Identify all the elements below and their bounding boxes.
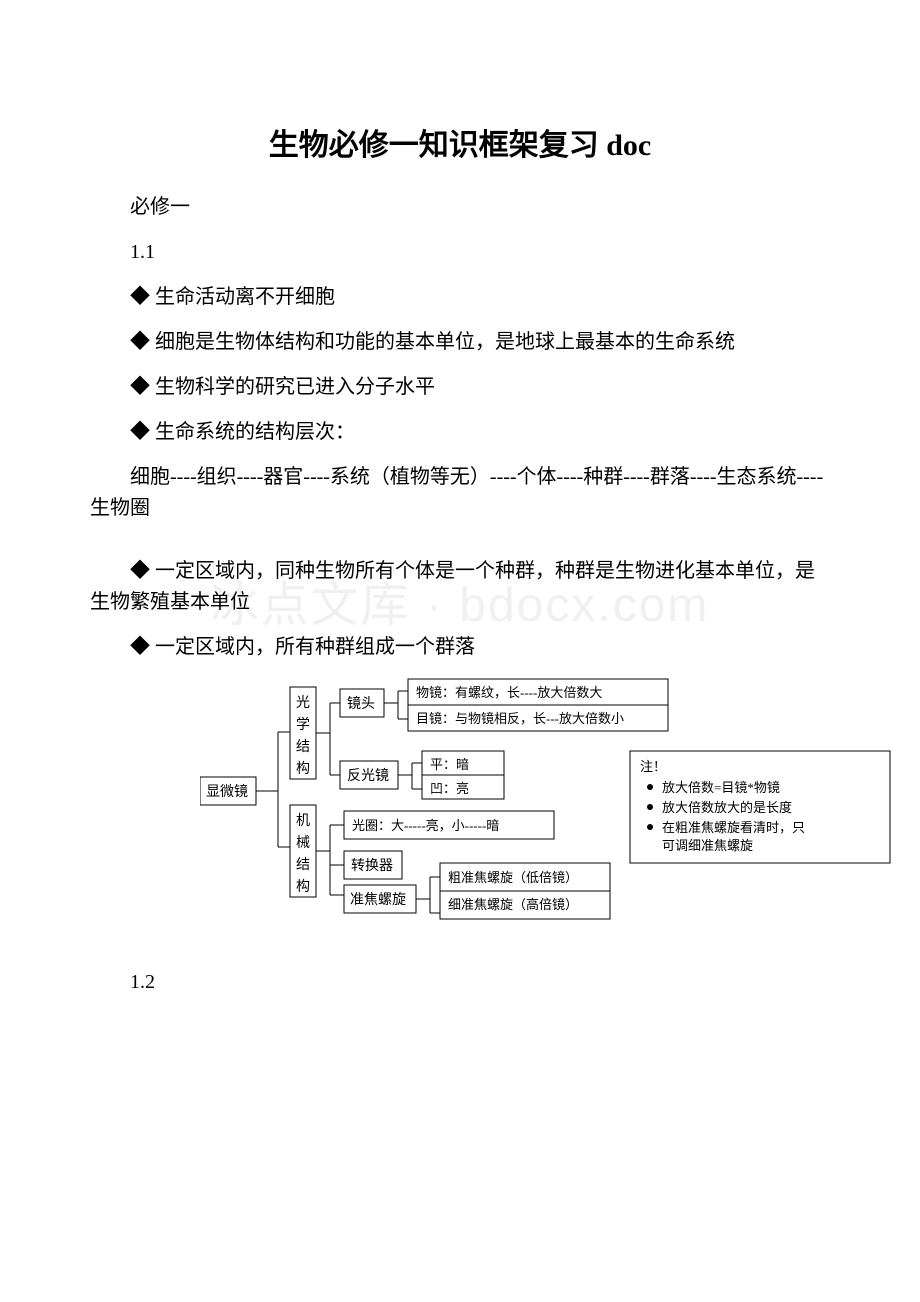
diagram-fine: 细准焦螺旋（高倍镜）: [448, 897, 578, 912]
diagram-lens-head: 镜头: [347, 696, 375, 712]
microscope-diagram: 显微镜 光 学 结 构 机 械 结 构 镜头: [200, 677, 830, 927]
text-line: 1.2: [90, 967, 830, 998]
diagram-eyepiece: 目镜：与物镜相反，长---放大倍数小: [416, 711, 624, 726]
diagram-svg: 显微镜 光 学 结 构 机 械 结 构 镜头: [200, 677, 900, 927]
diagram-mirror: 反光镜: [347, 768, 389, 784]
diagram-coarse: 粗准焦螺旋（低倍镜）: [448, 870, 578, 885]
text-line: ◆ 生命活动离不开细胞: [90, 282, 830, 313]
text-line: 必修一: [90, 192, 830, 223]
diagram-aperture: 光圈：大-----亮，小-----暗: [352, 818, 499, 833]
text-line: ◆ 一定区域内，同种生物所有个体是一个种群，种群是生物进化基本单位，是生物繁殖基…: [90, 556, 830, 618]
diagram-branch2-l3: 结: [296, 857, 310, 873]
diagram-mirror-flat: 平：暗: [430, 757, 469, 772]
diagram-note1: 放大倍数=目镜*物镜: [662, 780, 780, 795]
diagram-note3b: 可调细准焦螺旋: [662, 838, 753, 853]
text-line: ◆ 一定区域内，所有种群组成一个群落: [90, 632, 830, 663]
diagram-mirror-concave: 凹：亮: [430, 781, 469, 796]
diagram-branch2-l2: 械: [296, 835, 310, 851]
diagram-note-title: 注！: [640, 759, 666, 774]
text-line: ◆ 生命系统的结构层次：: [90, 417, 830, 448]
diagram-objective: 物镜：有螺纹，长----放大倍数大: [416, 685, 602, 700]
diagram-root: 显微镜: [206, 784, 248, 800]
text-line: ◆ 生物科学的研究已进入分子水平: [90, 372, 830, 403]
diagram-branch1-l1: 光: [296, 695, 310, 711]
diagram-branch2-l4: 构: [296, 879, 310, 895]
text-line: 1.1: [90, 237, 830, 268]
diagram-converter: 转换器: [351, 857, 393, 874]
text-line: 细胞----组织----器官----系统（植物等无）----个体----种群--…: [90, 462, 830, 524]
document-page: 生物必修一知识框架复习 doc 必修一 1.1 ◆ 生命活动离不开细胞 ◆ 细胞…: [0, 0, 920, 1072]
page-title: 生物必修一知识框架复习 doc: [90, 120, 830, 164]
diagram-branch1-l3: 结: [296, 739, 310, 755]
text-line: ◆ 细胞是生物体结构和功能的基本单位，是地球上最基本的生命系统: [90, 327, 830, 358]
diagram-branch1-l2: 学: [296, 717, 310, 733]
diagram-note3: 在粗准焦螺旋看清时，只: [662, 820, 805, 835]
diagram-branch1-l4: 构: [296, 761, 310, 777]
diagram-focus: 准焦螺旋: [350, 892, 406, 908]
diagram-branch2-l1: 机: [296, 813, 310, 829]
diagram-note2: 放大倍数放大的是长度: [662, 800, 792, 815]
